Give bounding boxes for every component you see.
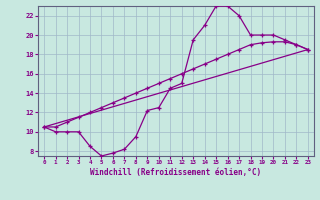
X-axis label: Windchill (Refroidissement éolien,°C): Windchill (Refroidissement éolien,°C) (91, 168, 261, 177)
